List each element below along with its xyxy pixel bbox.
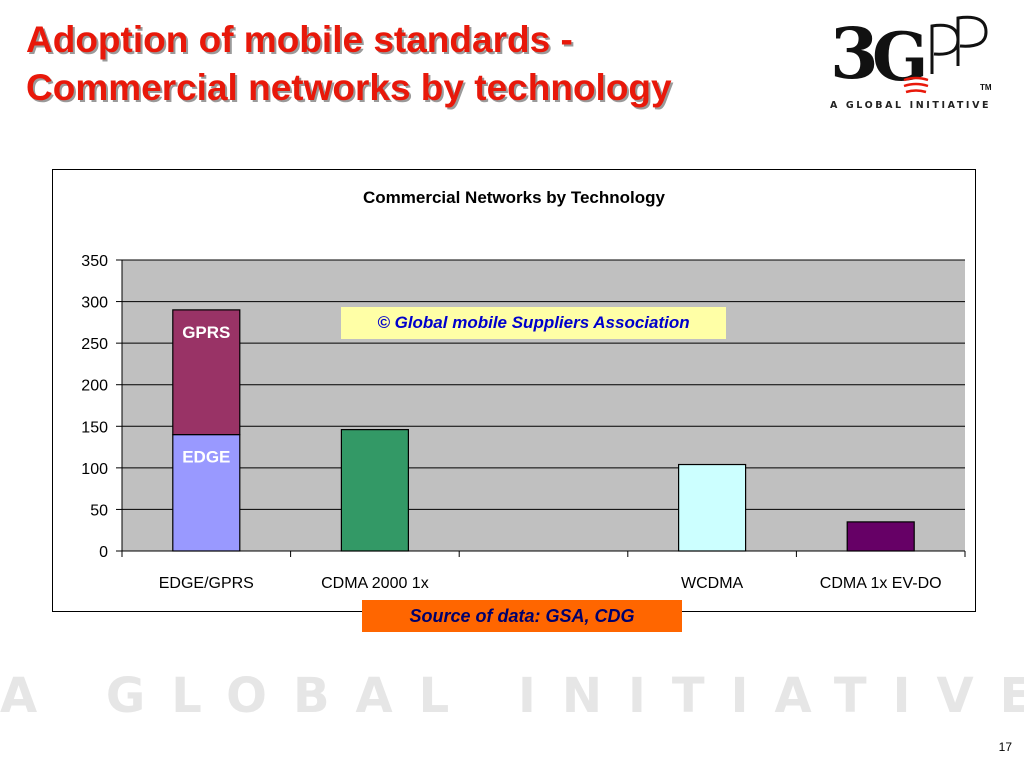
svg-text:3: 3 xyxy=(830,12,879,95)
bar-cdma-2000-1x xyxy=(340,429,409,552)
logo-tagline: A GLOBAL INITIATIVE xyxy=(830,100,992,111)
bar-gprs xyxy=(172,309,241,436)
x-tick-label: WCDMA xyxy=(681,575,744,592)
y-tick-label: 200 xyxy=(81,378,108,395)
y-tick-label: 100 xyxy=(81,461,108,478)
y-tick-label: 150 xyxy=(81,419,108,436)
x-tick-label: CDMA 1x EV-DO xyxy=(820,575,942,592)
copyright-annotation: © Global mobile Suppliers Association xyxy=(341,307,726,339)
plot-area xyxy=(122,260,965,551)
bar-cdma-1x-ev-do xyxy=(846,521,915,552)
global-initiative-watermark: A GLOBAL INITIATIVE xyxy=(0,668,1024,724)
y-tick-label: 250 xyxy=(81,336,108,353)
bar-label-edge: EDGE xyxy=(182,448,230,467)
y-tick-label: 350 xyxy=(81,253,108,270)
slide-title-line-2: Commercial networks by technology xyxy=(26,67,672,108)
bar-wcdma xyxy=(677,463,747,552)
3gpp-logo: 3 G TM xyxy=(826,8,1001,123)
svg-text:TM: TM xyxy=(980,83,992,92)
chart-title: Commercial Networks by Technology xyxy=(363,188,665,207)
slide-title: Adoption of mobile standards - Commercia… xyxy=(26,16,816,112)
bar-chart: 0 50 100 150 200 250 300 350 EDGE/GPRS CDMA 2000 … xyxy=(81,253,966,592)
chart-container: 0 50 100 150 200 250 300 350 EDGE/GPRS CDMA 2000 … xyxy=(52,169,976,612)
y-tick-label: 300 xyxy=(81,295,108,312)
x-tick-label: CDMA 2000 1x xyxy=(321,575,429,592)
bar-edge xyxy=(172,434,241,552)
slide-title-line-1: Adoption of mobile standards - xyxy=(26,19,573,60)
source-banner: Source of data: GSA, CDG xyxy=(362,600,682,632)
page-number: 17 xyxy=(998,740,1012,754)
y-tick-label: 0 xyxy=(99,544,108,561)
x-tick-label: EDGE/GPRS xyxy=(159,575,254,592)
bar-label-gprs: GPRS xyxy=(182,323,230,342)
y-tick-label: 50 xyxy=(90,502,108,519)
